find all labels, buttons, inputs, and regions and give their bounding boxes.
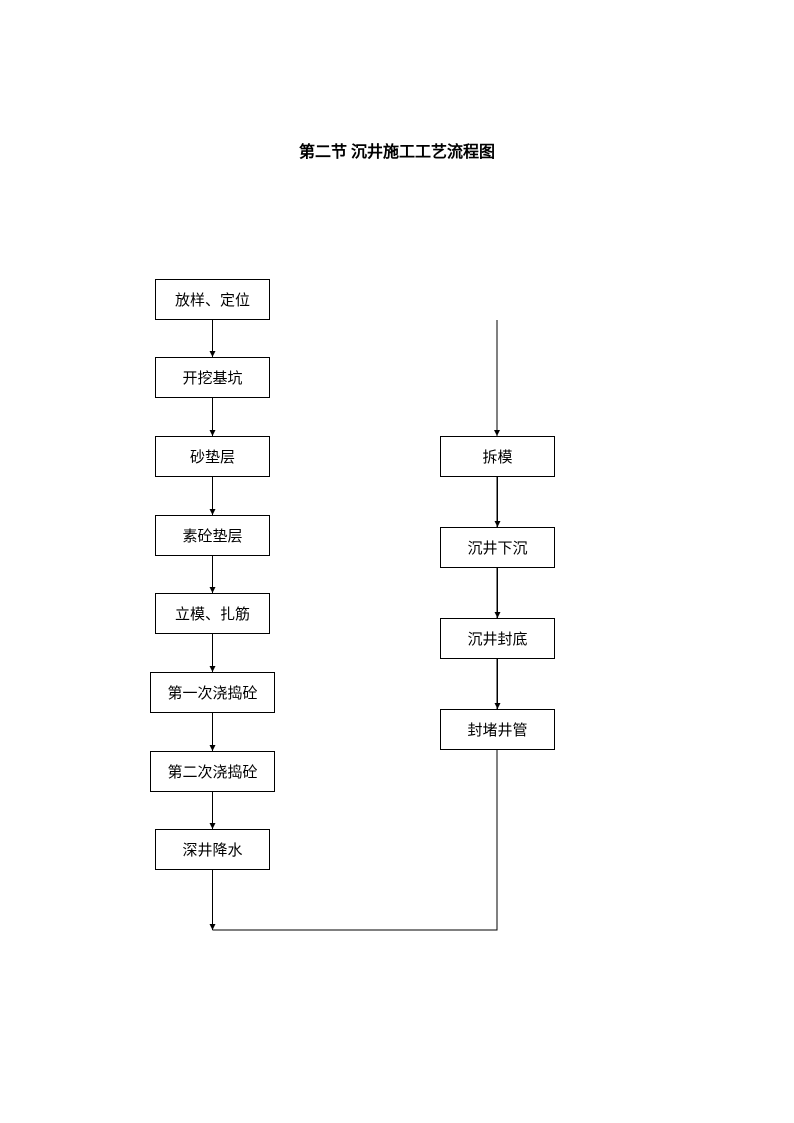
flowchart-node: 素砼垫层 bbox=[155, 515, 270, 556]
flowchart-node: 砂垫层 bbox=[155, 436, 270, 477]
flowchart-node: 深井降水 bbox=[155, 829, 270, 870]
flowchart-node: 沉井下沉 bbox=[440, 527, 555, 568]
flowchart-container: 放样、定位开挖基坑砂垫层素砼垫层立模、扎筋第一次浇捣砼第二次浇捣砼深井降水 拆模沉… bbox=[0, 0, 794, 1123]
flowchart-node: 封堵井管 bbox=[440, 709, 555, 750]
flowchart-node-label: 深井降水 bbox=[182, 839, 242, 860]
flowchart-node-label: 封堵井管 bbox=[467, 719, 527, 740]
flowchart-node-label: 砂垫层 bbox=[190, 446, 235, 467]
flowchart-node: 第一次浇捣砼 bbox=[150, 672, 275, 713]
flowchart-node-label: 第一次浇捣砼 bbox=[167, 682, 257, 703]
flowchart-node: 沉井封底 bbox=[440, 618, 555, 659]
flowchart-node-label: 拆模 bbox=[482, 446, 512, 467]
flowchart-node: 放样、定位 bbox=[155, 279, 270, 320]
flowchart-node-label: 放样、定位 bbox=[175, 289, 250, 310]
flowchart-node-label: 第二次浇捣砼 bbox=[167, 761, 257, 782]
flowchart-node: 立模、扎筋 bbox=[155, 593, 270, 634]
flowchart-node: 第二次浇捣砼 bbox=[150, 751, 275, 792]
flowchart-node-label: 立模、扎筋 bbox=[175, 603, 250, 624]
flowchart-node-label: 素砼垫层 bbox=[182, 525, 242, 546]
flowchart-node: 拆模 bbox=[440, 436, 555, 477]
flowchart-connectors bbox=[0, 0, 794, 1123]
flowchart-node-label: 沉井封底 bbox=[467, 628, 527, 649]
flowchart-node: 开挖基坑 bbox=[155, 357, 270, 398]
flowchart-node-label: 沉井下沉 bbox=[467, 537, 527, 558]
flowchart-node-label: 开挖基坑 bbox=[182, 367, 242, 388]
